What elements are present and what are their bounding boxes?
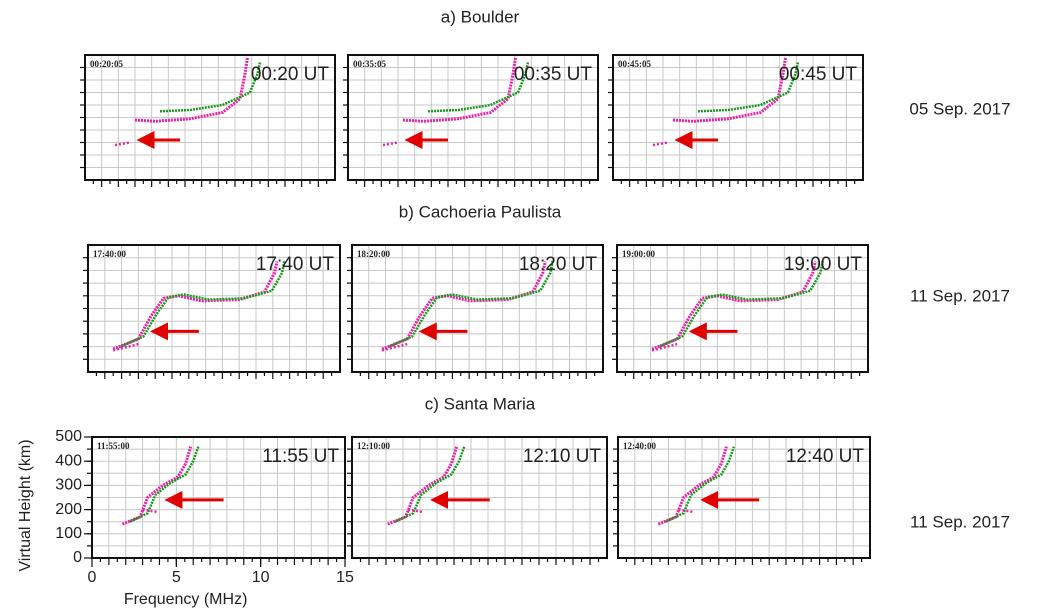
panel-time: 17:40 UT	[256, 254, 335, 275]
trace-ordinary	[112, 261, 279, 351]
panel-frame	[617, 436, 871, 559]
stamp: 00:45:05	[618, 59, 651, 69]
stamp: 17:40:00	[93, 249, 126, 259]
date-label: 05 Sep. 2017	[909, 99, 1010, 118]
ionogram-panel: 00:20:05 00:20 UT	[80, 54, 336, 187]
trace-ordinary	[672, 57, 787, 123]
trace-extraordinary	[159, 62, 262, 113]
ionogram-panel: 12:10:00 12:10 UT	[347, 436, 608, 565]
trace-ordinary	[121, 446, 193, 526]
trace-ordinary	[657, 446, 728, 526]
x-tick-label: 10	[252, 569, 270, 586]
row-title: b) Cachoeria Paulista	[399, 202, 562, 221]
ionogram-panel: 18:20:00 18:20 UT	[347, 244, 604, 379]
ionogram-panel: 19:00:00 19:00 UT	[612, 244, 869, 379]
x-axis-label: Frequency (MHz)	[124, 591, 248, 608]
panel-time: 00:20 UT	[251, 64, 330, 85]
panel-frame	[612, 54, 864, 181]
stamp: 18:20:00	[357, 249, 390, 259]
trace-extraordinary	[659, 259, 825, 348]
y-tick-label: 0	[73, 549, 82, 566]
trace-ordinary	[402, 57, 517, 123]
trace-low	[652, 141, 669, 147]
trace-extraordinary	[394, 446, 466, 523]
trace-low	[142, 508, 158, 514]
panel-frame	[347, 54, 599, 181]
panel-frame	[87, 244, 341, 373]
trace-low	[407, 508, 424, 514]
trace-ordinary	[651, 261, 817, 351]
panel-time: 12:40 UT	[786, 446, 865, 467]
date-label: 11 Sep. 2017	[910, 512, 1010, 531]
trace-low	[381, 342, 408, 352]
panel-time: 18:20 UT	[519, 254, 598, 275]
panel-frame	[616, 244, 869, 373]
trace-low	[678, 508, 694, 514]
trace-low	[382, 141, 399, 147]
panel-time: 12:10 UT	[523, 446, 602, 467]
trace-extraordinary	[389, 259, 555, 348]
panel-frame	[91, 436, 346, 559]
trace-extraordinary	[665, 446, 736, 523]
y-tick-label: 400	[55, 452, 82, 469]
stamp: 11:55:00	[97, 441, 130, 451]
x-tick-label: 15	[336, 569, 354, 586]
y-tick-label: 100	[55, 525, 82, 542]
trace-low	[651, 342, 678, 352]
trace-extraordinary	[120, 259, 286, 348]
y-tick-label: 300	[55, 477, 82, 494]
stamp: 19:00:00	[622, 249, 655, 259]
stamp: 12:10:00	[357, 441, 390, 451]
stamp: 12:40:00	[623, 441, 656, 451]
ionogram-panel: 00:45:05 00:45 UT	[608, 54, 864, 187]
trace-extraordinary	[427, 62, 530, 113]
ionogram-panel: 11:55:00 11:55 UT	[87, 436, 346, 565]
trace-ordinary	[134, 57, 249, 123]
trace-ordinary	[381, 261, 547, 351]
panel-frame	[351, 436, 608, 559]
panel-time: 19:00 UT	[784, 254, 863, 275]
y-tick-label: 200	[55, 501, 82, 518]
x-tick-label: 0	[88, 569, 97, 586]
trace-extraordinary	[697, 62, 800, 113]
y-tick-label: 500	[55, 428, 82, 445]
ionogram-panel: 12:40:00 12:40 UT	[613, 436, 871, 565]
y-axis-label: Virtual Height (km)	[17, 439, 34, 571]
panel-frame	[84, 54, 336, 181]
ionogram-panel: 17:40:00 17:40 UT	[83, 244, 341, 379]
panel-time: 00:35 UT	[514, 64, 593, 85]
trace-extraordinary	[129, 446, 200, 523]
panel-time: 11:55 UT	[262, 446, 339, 467]
date-label: 11 Sep. 2017	[910, 286, 1010, 305]
trace-ordinary	[387, 446, 459, 526]
panel-time: 00:45 UT	[779, 64, 858, 85]
row-title: c) Santa Maria	[425, 394, 536, 413]
panel-frame	[351, 244, 604, 373]
row-title: a) Boulder	[441, 7, 520, 26]
trace-low	[114, 141, 131, 147]
stamp: 00:20:05	[90, 59, 123, 69]
trace-low	[112, 342, 139, 352]
x-tick-label: 5	[172, 569, 181, 586]
stamp: 00:35:05	[353, 59, 386, 69]
ionogram-panel: 00:35:05 00:35 UT	[343, 54, 599, 187]
